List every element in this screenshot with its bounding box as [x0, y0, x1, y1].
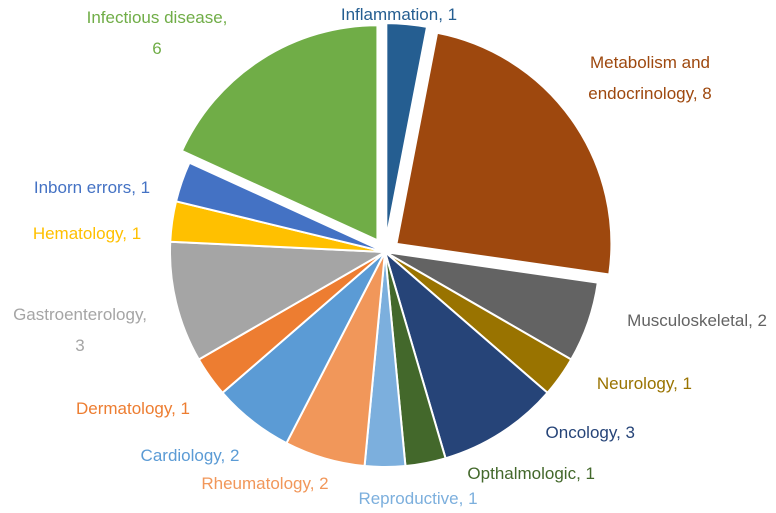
pie-label-hematology: Hematology, 1 [33, 224, 141, 243]
pie-label-line: Cardiology, 2 [141, 446, 240, 465]
pie-label-opthalmologic: Opthalmologic, 1 [467, 464, 595, 483]
pie-label-reproductive: Reproductive, 1 [358, 489, 477, 508]
pie-label-dermatology: Dermatology, 1 [76, 399, 190, 418]
pie-label-line: Oncology, 3 [546, 423, 635, 442]
pie-slice-oncology [384, 251, 549, 460]
pie-label-line: Musculoskeletal, 2 [627, 311, 767, 330]
pie-label-line: 3 [75, 336, 84, 355]
pie-label-line: Opthalmologic, 1 [467, 464, 595, 483]
pie-label-line: Rheumatology, 2 [201, 474, 328, 493]
pie-slice-inborn-errors [175, 161, 386, 253]
pie-label-line: Inborn errors, 1 [34, 178, 150, 197]
pie-label-inborn-errors: Inborn errors, 1 [34, 178, 150, 197]
pie-label-line: Hematology, 1 [33, 224, 141, 243]
pie-label-inflammation: Inflammation, 1 [341, 5, 457, 24]
pie-label-musculoskeletal: Musculoskeletal, 2 [627, 311, 767, 330]
pie-slice-gastroenterology [169, 240, 386, 361]
pie-label-line: Inflammation, 1 [341, 5, 457, 24]
pie-label-infectious-disease: Infectious disease, 6 [87, 8, 228, 58]
pie-slice-inflammation [385, 22, 429, 240]
pie-labels: Inflammation, 1 Metabolism and endocrinolo… [13, 5, 767, 508]
pie-label-line: Metabolism and [590, 53, 710, 72]
pie-label-line: Neurology, 1 [597, 374, 692, 393]
pie-slice-infectious-disease [180, 24, 379, 242]
pie-label-line: Gastroenterology, [13, 305, 147, 324]
pie-label-neurology: Neurology, 1 [597, 374, 692, 393]
pie-label-gastroenterology: Gastroenterology, 3 [13, 305, 147, 355]
pie-slices [169, 22, 613, 468]
pie-label-line: Dermatology, 1 [76, 399, 190, 418]
pie-label-line: 6 [152, 39, 161, 58]
pie-label-metabolism-and-endocrinology: Metabolism and endocrinology, 8 [588, 53, 712, 103]
pie-label-line: Infectious disease, [87, 8, 228, 27]
pie-label-line: endocrinology, 8 [588, 84, 712, 103]
pie-label-line: Reproductive, 1 [358, 489, 477, 508]
pie-label-cardiology: Cardiology, 2 [141, 446, 240, 465]
pie-label-rheumatology: Rheumatology, 2 [201, 474, 328, 493]
pie-label-oncology: Oncology, 3 [546, 423, 635, 442]
pie-slice-metabolism-and-endocrinology [395, 31, 613, 276]
